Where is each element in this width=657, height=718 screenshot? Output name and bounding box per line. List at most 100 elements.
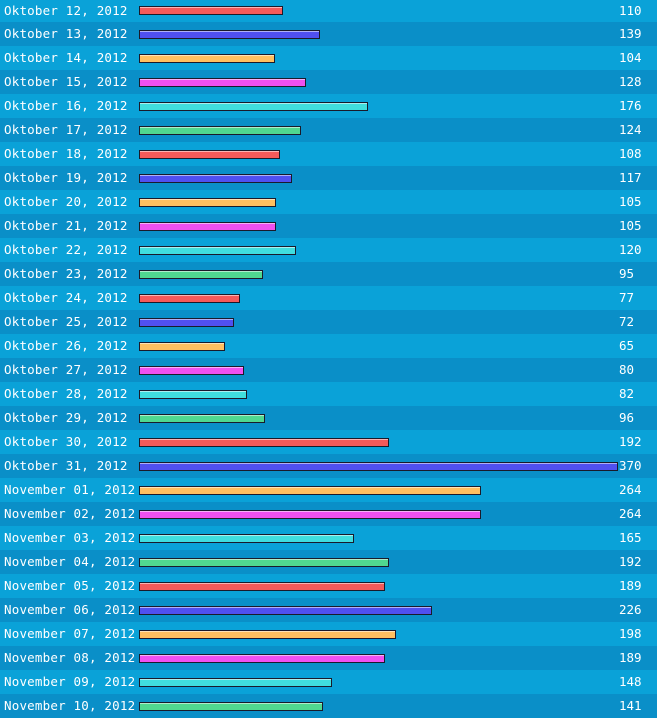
value-label: 198 <box>619 626 642 641</box>
bar <box>139 30 320 39</box>
bar <box>139 438 389 447</box>
value-label: 165 <box>619 530 642 545</box>
value-label: 105 <box>619 218 642 233</box>
category-label: November 08, 2012 <box>4 650 136 665</box>
value-label: 139 <box>619 26 642 41</box>
chart-row: Oktober 14, 2012 104 <box>0 46 657 70</box>
category-label: Oktober 22, 2012 <box>4 242 128 257</box>
chart-row: Oktober 15, 2012 128 <box>0 70 657 94</box>
value-label: 148 <box>619 674 642 689</box>
chart-row: Oktober 30, 2012 192 <box>0 430 657 454</box>
category-label: Oktober 14, 2012 <box>4 50 128 65</box>
category-label: November 05, 2012 <box>4 578 136 593</box>
chart-row: November 08, 2012 189 <box>0 646 657 670</box>
value-label: 117 <box>619 170 642 185</box>
category-label: Oktober 27, 2012 <box>4 362 128 377</box>
category-label: November 06, 2012 <box>4 602 136 617</box>
category-label: Oktober 19, 2012 <box>4 170 128 185</box>
bar <box>139 318 234 327</box>
value-label: 65 <box>619 338 635 353</box>
chart-row: November 02, 2012 264 <box>0 502 657 526</box>
chart-row: Oktober 22, 2012 120 <box>0 238 657 262</box>
chart-row: Oktober 21, 2012 105 <box>0 214 657 238</box>
value-label: 128 <box>619 74 642 89</box>
bar <box>139 606 432 615</box>
bar <box>139 582 385 591</box>
value-label: 72 <box>619 314 635 329</box>
value-label: 226 <box>619 602 642 617</box>
category-label: Oktober 31, 2012 <box>4 458 128 473</box>
bar <box>139 630 396 639</box>
chart-row: November 03, 2012 165 <box>0 526 657 550</box>
value-label: 176 <box>619 98 642 113</box>
bar <box>139 150 280 159</box>
bar <box>139 102 368 111</box>
bar <box>139 294 240 303</box>
chart-row: Oktober 19, 2012 117 <box>0 166 657 190</box>
value-label: 192 <box>619 554 642 569</box>
category-label: Oktober 20, 2012 <box>4 194 128 209</box>
bar <box>139 246 296 255</box>
bar <box>139 342 225 351</box>
chart-row: November 10, 2012 141 <box>0 694 657 718</box>
value-label: 80 <box>619 362 635 377</box>
category-label: Oktober 18, 2012 <box>4 146 128 161</box>
value-label: 141 <box>619 698 642 713</box>
chart-row: Oktober 26, 2012 65 <box>0 334 657 358</box>
chart-row: November 09, 2012 148 <box>0 670 657 694</box>
category-label: Oktober 12, 2012 <box>4 3 128 18</box>
bar <box>139 462 618 471</box>
chart-row: Oktober 12, 2012 110 <box>0 0 657 22</box>
chart-row: Oktober 20, 2012 105 <box>0 190 657 214</box>
chart-row: Oktober 23, 2012 95 <box>0 262 657 286</box>
category-label: November 02, 2012 <box>4 506 136 521</box>
category-label: November 07, 2012 <box>4 626 136 641</box>
bar <box>139 174 292 183</box>
bar <box>139 78 306 87</box>
category-label: November 10, 2012 <box>4 698 136 713</box>
value-label: 105 <box>619 194 642 209</box>
category-label: Oktober 21, 2012 <box>4 218 128 233</box>
bar <box>139 198 276 207</box>
value-label: 104 <box>619 50 642 65</box>
category-label: November 01, 2012 <box>4 482 136 497</box>
bar <box>139 6 283 15</box>
chart-row: Oktober 13, 2012 139 <box>0 22 657 46</box>
chart-row: November 04, 2012 192 <box>0 550 657 574</box>
category-label: Oktober 16, 2012 <box>4 98 128 113</box>
bar <box>139 126 301 135</box>
bar <box>139 414 265 423</box>
category-label: November 04, 2012 <box>4 554 136 569</box>
bar <box>139 54 275 63</box>
chart-row: November 05, 2012 189 <box>0 574 657 598</box>
category-label: Oktober 15, 2012 <box>4 74 128 89</box>
value-label: 77 <box>619 290 635 305</box>
bar <box>139 654 385 663</box>
category-label: November 09, 2012 <box>4 674 136 689</box>
value-label: 82 <box>619 386 635 401</box>
bar <box>139 366 244 375</box>
bar <box>139 534 354 543</box>
bar <box>139 270 263 279</box>
bar <box>139 702 323 711</box>
category-label: Oktober 26, 2012 <box>4 338 128 353</box>
category-label: Oktober 17, 2012 <box>4 122 128 137</box>
chart-row: Oktober 31, 2012 370 <box>0 454 657 478</box>
bar <box>139 678 332 687</box>
bar <box>139 558 389 567</box>
chart-row: Oktober 27, 2012 80 <box>0 358 657 382</box>
value-label: 189 <box>619 650 642 665</box>
bar <box>139 390 247 399</box>
chart-row: November 07, 2012 198 <box>0 622 657 646</box>
category-label: Oktober 28, 2012 <box>4 386 128 401</box>
value-label: 124 <box>619 122 642 137</box>
category-label: Oktober 30, 2012 <box>4 434 128 449</box>
chart-row: Oktober 16, 2012 176 <box>0 94 657 118</box>
chart-row: Oktober 18, 2012 108 <box>0 142 657 166</box>
value-label: 189 <box>619 578 642 593</box>
value-label: 108 <box>619 146 642 161</box>
value-label: 264 <box>619 482 642 497</box>
value-label: 110 <box>619 3 642 18</box>
chart-row: November 06, 2012 226 <box>0 598 657 622</box>
